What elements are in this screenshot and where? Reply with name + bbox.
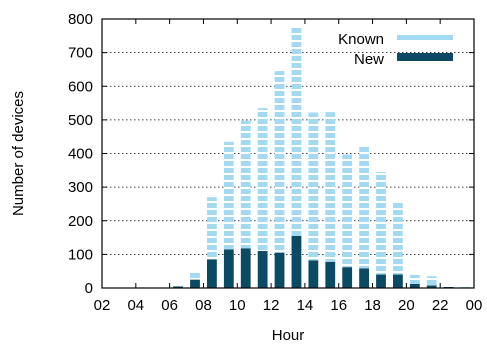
bar-known-08	[207, 197, 217, 260]
x-tick-label: 18	[364, 297, 381, 314]
y-tick-label: 400	[68, 146, 93, 163]
bar-new-12	[274, 252, 285, 288]
bar-new-13	[291, 235, 302, 288]
bar-known-07	[190, 272, 200, 280]
y-tick-label: 100	[68, 246, 93, 263]
x-tick-label: 00	[466, 297, 483, 314]
bar-new-09	[223, 249, 234, 288]
x-tick-label: 16	[330, 297, 347, 314]
bar-new-14	[308, 260, 319, 288]
bar-known-19	[393, 201, 403, 275]
x-tick-label: 10	[229, 297, 246, 314]
legend-swatch-new	[397, 53, 453, 61]
x-tick-label: 02	[94, 297, 111, 314]
bar-known-22	[443, 285, 454, 287]
bar-known-14	[308, 112, 319, 261]
y-tick-label: 0	[85, 280, 93, 297]
bar-known-16	[342, 154, 353, 268]
x-tick-label: 20	[398, 297, 415, 314]
bar-known-13	[291, 27, 302, 236]
bar-known-21	[426, 276, 437, 286]
x-tick-label: 08	[195, 297, 212, 314]
bar-new-07	[190, 279, 200, 288]
legend: Known New	[338, 31, 453, 68]
bar-known-17	[359, 145, 369, 269]
x-tick-label: 04	[127, 297, 144, 314]
x-tick-label: 12	[263, 297, 280, 314]
bar-new-18	[376, 274, 386, 288]
legend-swatch-known	[397, 33, 453, 41]
y-tick-label: 800	[68, 11, 93, 28]
y-axis-ticks: 0 100 200 300 400 500 600 700 800	[68, 11, 474, 297]
y-tick-label: 300	[68, 179, 93, 196]
bar-new-17	[359, 268, 369, 288]
x-axis-title: Hour	[272, 327, 305, 344]
y-tick-label: 600	[68, 78, 93, 95]
bar-new-16	[342, 267, 353, 288]
x-tick-label: 06	[161, 297, 178, 314]
bar-new-20	[409, 283, 420, 288]
bar-known-20	[409, 274, 420, 284]
x-axis-ticks: 02 04 06 08 10 12 14 16 18 20 22 00	[94, 19, 483, 314]
bar-new-15	[325, 261, 336, 288]
bar-known-23	[460, 286, 471, 288]
y-tick-label: 500	[68, 112, 93, 129]
x-tick-label: 22	[432, 297, 449, 314]
bar-new-11	[257, 251, 268, 288]
legend-label-known: Known	[338, 31, 384, 48]
legend-label-new: New	[354, 51, 384, 68]
bar-new-21	[426, 285, 437, 288]
bar-known-06	[173, 285, 183, 287]
bar-new-06	[173, 286, 183, 288]
bars	[156, 27, 471, 288]
bar-known-12	[274, 71, 285, 253]
bar-new-19	[393, 274, 403, 288]
bar-known-10	[240, 120, 251, 249]
y-axis-title: Number of devices	[10, 91, 27, 216]
gridlines	[102, 52, 474, 255]
bar-new-10	[240, 248, 251, 288]
x-tick-label: 14	[297, 297, 314, 314]
bar-known-11	[257, 108, 268, 252]
y-tick-label: 700	[68, 45, 93, 62]
bar-known-18	[376, 171, 386, 275]
bar-new-08	[207, 259, 217, 288]
y-tick-label: 200	[68, 213, 93, 230]
bar-known-15	[325, 112, 336, 262]
bar-known-09	[223, 141, 234, 250]
